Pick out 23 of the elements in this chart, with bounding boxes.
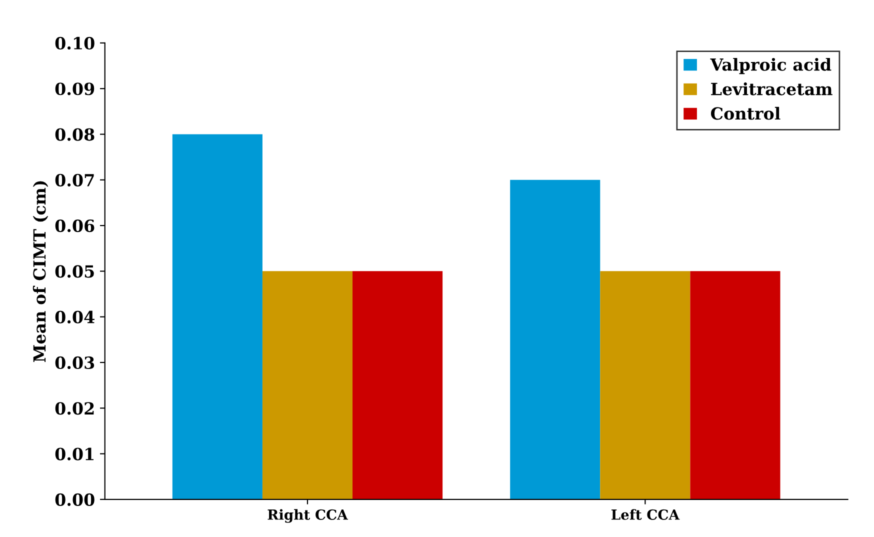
legend-label: Control [710,106,780,120]
y-tick-label: 0.07 [55,174,94,186]
y-tick-label: 0.05 [55,265,94,278]
y-tick-label: 0.10 [55,36,94,50]
y-tick-label: 0.02 [55,402,94,415]
y-tick-label: 0.09 [55,82,94,96]
y-tick-label: 0.06 [55,220,94,232]
bar [690,271,780,500]
y-tick-label: 0.04 [55,310,94,324]
bar [352,271,443,500]
x-tick-label: Right CCA [268,509,348,523]
legend-label: Valproic acid [710,58,832,74]
y-tick-label: 0.08 [55,128,94,141]
bar [172,134,262,500]
y-tick-label: 0.03 [55,356,94,370]
legend-label: Levitracetam [711,82,832,96]
bar [600,271,690,500]
bar [510,180,600,500]
y-tick-label: 0.01 [55,448,94,460]
x-tick-label: Left CCA [611,509,680,520]
bar [262,271,353,500]
y-axis-title: Mean of CIMT (cm) [32,181,48,362]
y-tick-label: 0.00 [55,493,94,506]
